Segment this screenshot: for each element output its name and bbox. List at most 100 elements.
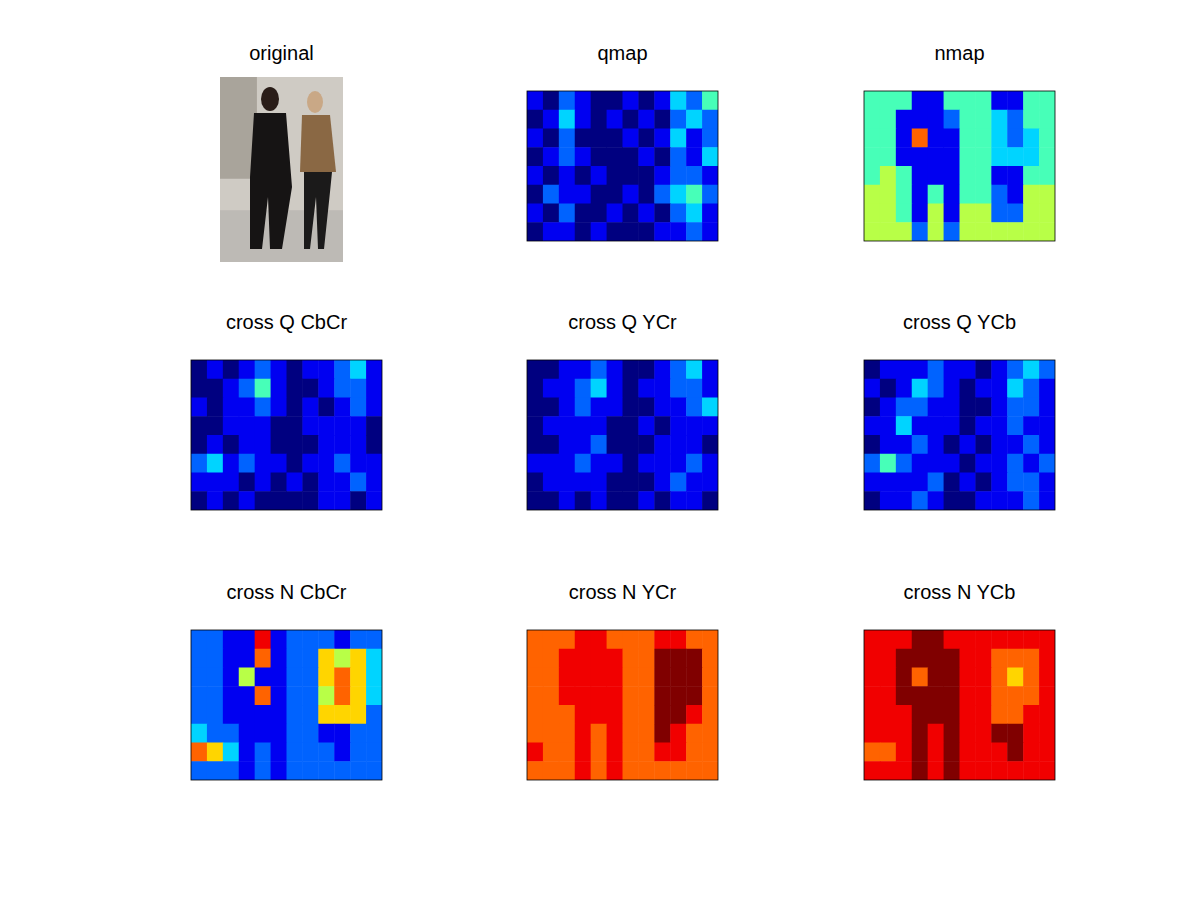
heatmap-cell	[654, 705, 670, 724]
heatmap-cell	[686, 454, 702, 473]
heatmap-cell	[1039, 630, 1055, 649]
heatmap-cell	[702, 724, 718, 743]
heatmap-cell	[318, 761, 334, 780]
heatmap-cell	[1039, 473, 1055, 492]
heatmap-cell	[864, 91, 880, 110]
heatmap-cell	[686, 686, 702, 705]
heatmap-cell	[928, 435, 944, 454]
heatmap-cell	[559, 379, 575, 398]
heatmap-cell	[255, 398, 271, 417]
heatmap-cell	[559, 91, 575, 110]
heatmap-cell	[1007, 705, 1023, 724]
heatmap-cell	[1023, 166, 1039, 185]
heatmap-cell	[912, 147, 928, 166]
heatmap-cell	[366, 630, 382, 649]
heatmap-cell	[271, 360, 287, 379]
heatmap-cell	[287, 724, 303, 743]
heatmap-cell	[960, 491, 976, 510]
heatmap-cell	[1007, 743, 1023, 762]
heatmap-cell	[575, 398, 591, 417]
heatmap-cell	[928, 91, 944, 110]
heatmap-cell	[207, 668, 223, 687]
heatmap-cell	[575, 379, 591, 398]
heatmap-cell	[623, 724, 639, 743]
heatmap-cell	[287, 360, 303, 379]
plot-frame	[864, 91, 1055, 241]
photo-head	[307, 91, 323, 113]
heatmap-cell	[350, 630, 366, 649]
heatmap-cell	[366, 454, 382, 473]
heatmap-cell	[1039, 724, 1055, 743]
heatmap-cell	[591, 204, 607, 223]
heatmap-cell	[975, 416, 991, 435]
heatmap-cell	[654, 743, 670, 762]
heatmap-cell	[543, 360, 559, 379]
heatmap-cell	[880, 166, 896, 185]
plot-frame	[527, 360, 718, 510]
heatmap-cell	[686, 724, 702, 743]
heatmap-cell	[638, 185, 654, 204]
heatmap-cell	[960, 185, 976, 204]
heatmap-cell	[191, 454, 207, 473]
panel-title: cross Q YCb	[903, 311, 1016, 333]
heatmap-cell	[864, 724, 880, 743]
heatmap-cell	[366, 379, 382, 398]
heatmap-cell	[912, 166, 928, 185]
heatmap-cell	[271, 398, 287, 417]
heatmap-cell	[543, 491, 559, 510]
panel: cross Q YCb	[864, 311, 1056, 511]
heatmap-cells	[527, 630, 718, 780]
heatmap-cell	[944, 743, 960, 762]
heatmap-cell	[928, 686, 944, 705]
heatmap-cell	[654, 416, 670, 435]
heatmap-cell	[527, 166, 543, 185]
heatmap-cell	[191, 360, 207, 379]
heatmap-cell	[1023, 491, 1039, 510]
heatmap-cell	[591, 435, 607, 454]
heatmap-cell	[350, 398, 366, 417]
heatmap-cell	[366, 724, 382, 743]
heatmap-cell	[880, 222, 896, 241]
heatmap-cell	[864, 435, 880, 454]
heatmap-cell	[654, 204, 670, 223]
heatmap-cell	[271, 761, 287, 780]
heatmap-cell	[350, 360, 366, 379]
heatmap-cell	[559, 166, 575, 185]
heatmap-cell	[527, 129, 543, 148]
heatmap-cell	[912, 129, 928, 148]
heatmap-cell	[960, 705, 976, 724]
heatmap-cell	[702, 360, 718, 379]
panel-title: nmap	[934, 42, 984, 64]
heatmap-cell	[223, 743, 239, 762]
heatmap-cell	[207, 416, 223, 435]
heatmap-cell	[559, 630, 575, 649]
heatmap-cell	[543, 147, 559, 166]
heatmap-cell	[334, 668, 350, 687]
heatmap-cell	[366, 668, 382, 687]
heatmap-cell	[1039, 668, 1055, 687]
heatmap-cell	[912, 435, 928, 454]
heatmap-cell	[302, 360, 318, 379]
heatmap-cell	[239, 435, 255, 454]
heatmap-cell	[702, 491, 718, 510]
heatmap-cell	[255, 360, 271, 379]
heatmap-cell	[239, 761, 255, 780]
heatmap-cell	[575, 743, 591, 762]
heatmap-cell	[896, 416, 912, 435]
heatmap-cell	[702, 454, 718, 473]
heatmap-cell	[623, 91, 639, 110]
heatmap-cell	[255, 761, 271, 780]
heatmap-cell	[302, 705, 318, 724]
heatmap-cell	[271, 491, 287, 510]
heatmap-cell	[607, 360, 623, 379]
heatmap-cell	[944, 379, 960, 398]
heatmap-cell	[654, 761, 670, 780]
heatmap-cell	[623, 398, 639, 417]
heatmap-cell	[350, 761, 366, 780]
heatmap-cell	[302, 491, 318, 510]
heatmap-cell	[880, 724, 896, 743]
heatmap-cell	[318, 473, 334, 492]
heatmap-cell	[944, 491, 960, 510]
heatmap-cell	[670, 398, 686, 417]
heatmap-cell	[607, 129, 623, 148]
